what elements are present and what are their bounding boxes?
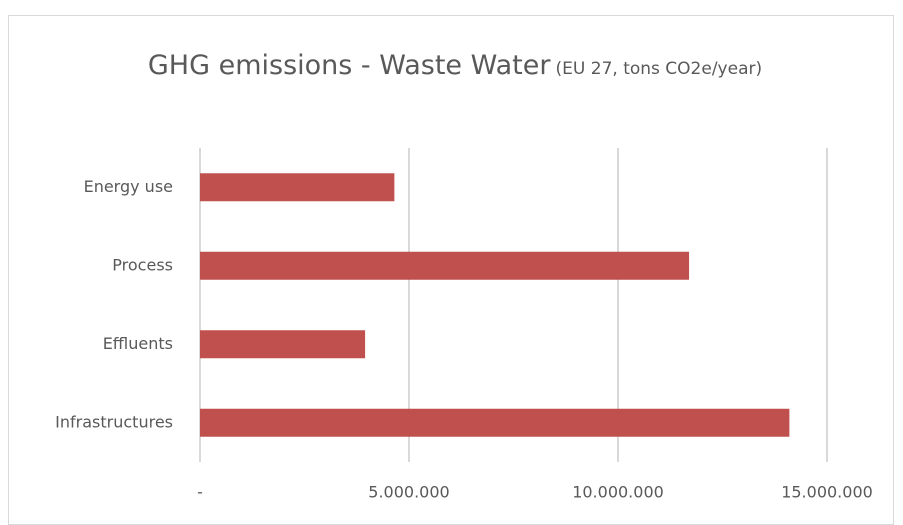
x-tick-label: 15.000.000 <box>781 483 873 502</box>
x-tick-label: - <box>197 483 203 502</box>
chart-title-block: GHG emissions - Waste Water (EU 27, tons… <box>140 44 770 91</box>
y-tick-label: Effluents <box>103 334 173 353</box>
y-tick-label: Energy use <box>84 177 173 196</box>
bar <box>200 330 366 359</box>
chart-title: GHG emissions - Waste Water <box>147 50 551 81</box>
y-tick-label: Infrastructures <box>55 412 173 431</box>
x-tick-label: 10.000.000 <box>572 483 664 502</box>
x-tick-label: 5.000.000 <box>368 483 449 502</box>
y-tick-label: Process <box>112 255 173 274</box>
bar <box>200 173 395 202</box>
chart-subtitle: (EU 27, tons CO2e/year) <box>555 59 763 79</box>
bar <box>200 408 790 437</box>
bar <box>200 251 690 280</box>
